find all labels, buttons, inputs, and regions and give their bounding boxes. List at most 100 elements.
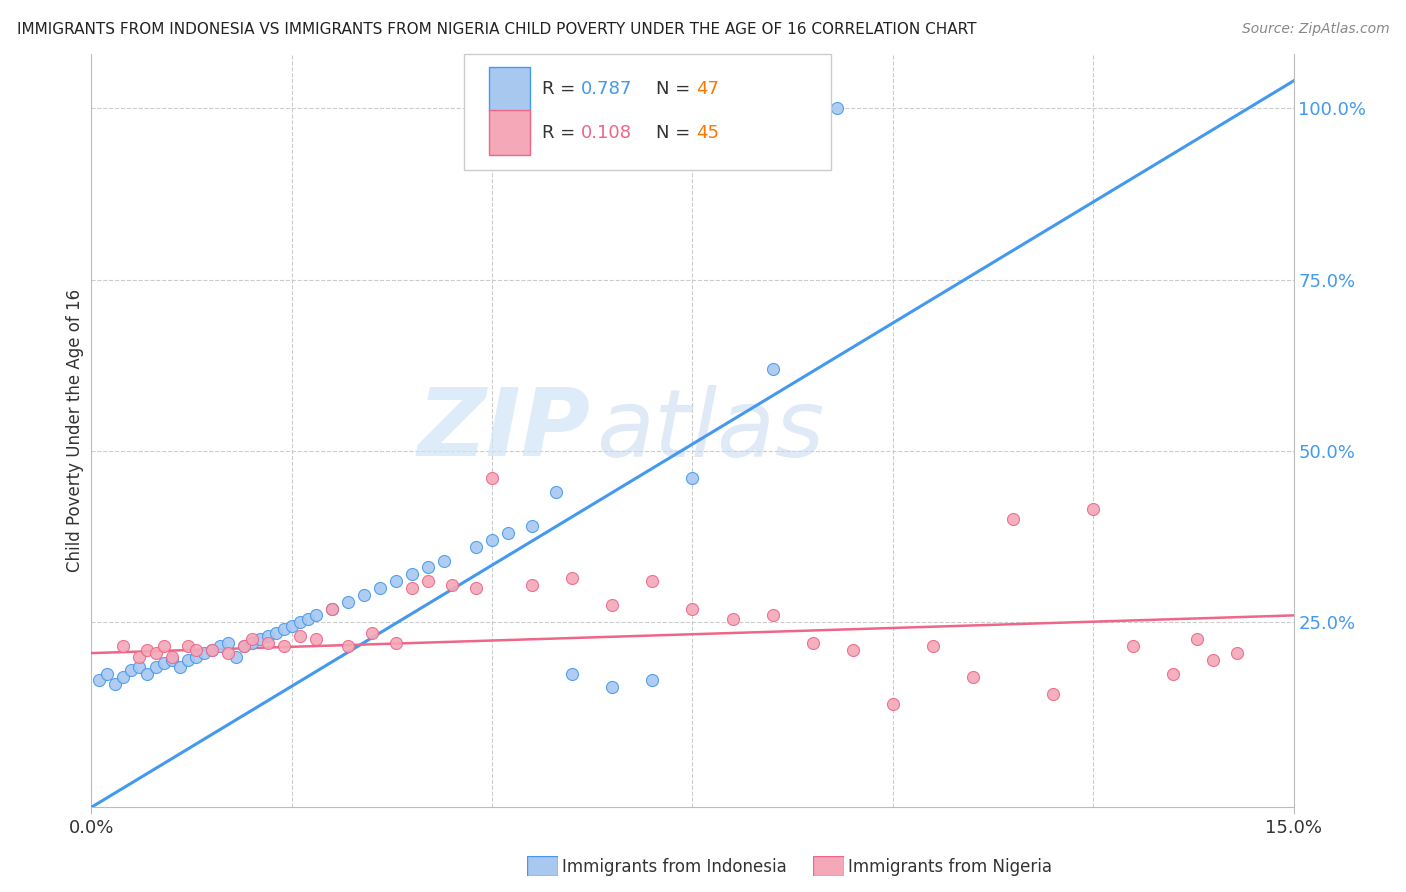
Point: [305, 608, 328, 623]
Point: [249, 632, 271, 647]
Text: IMMIGRANTS FROM INDONESIA VS IMMIGRANTS FROM NIGERIA CHILD POVERTY UNDER THE AGE: IMMIGRANTS FROM INDONESIA VS IMMIGRANTS …: [17, 22, 976, 37]
Point: [368, 581, 391, 595]
Point: [281, 618, 304, 632]
Point: [416, 560, 439, 574]
Point: [401, 567, 423, 582]
Text: Immigrants from Nigeria: Immigrants from Nigeria: [848, 858, 1052, 876]
Point: [297, 612, 319, 626]
Point: [1122, 639, 1144, 653]
Point: [353, 588, 375, 602]
Point: [128, 649, 150, 664]
Point: [841, 642, 863, 657]
Point: [641, 574, 664, 589]
Point: [681, 601, 703, 615]
Text: 47: 47: [696, 80, 718, 98]
Point: [240, 636, 263, 650]
Point: [336, 639, 359, 653]
FancyBboxPatch shape: [489, 111, 530, 155]
Point: [145, 660, 167, 674]
Point: [922, 639, 945, 653]
Point: [121, 663, 143, 677]
Point: [440, 577, 463, 591]
Point: [160, 653, 183, 667]
Point: [273, 622, 295, 636]
Point: [433, 553, 456, 567]
Point: [256, 629, 278, 643]
Point: [962, 670, 984, 684]
Text: Immigrants from Indonesia: Immigrants from Indonesia: [562, 858, 787, 876]
Point: [112, 670, 135, 684]
Point: [264, 625, 287, 640]
Point: [217, 646, 239, 660]
Text: Source: ZipAtlas.com: Source: ZipAtlas.com: [1241, 22, 1389, 37]
Text: N =: N =: [657, 124, 696, 142]
Text: R =: R =: [543, 80, 581, 98]
Point: [641, 673, 664, 688]
Point: [232, 639, 254, 653]
Point: [385, 636, 408, 650]
Point: [217, 636, 239, 650]
Point: [176, 639, 198, 653]
Text: ZIP: ZIP: [418, 384, 591, 476]
Text: 45: 45: [696, 124, 718, 142]
FancyBboxPatch shape: [464, 54, 831, 170]
Point: [169, 660, 191, 674]
Point: [160, 649, 183, 664]
Text: atlas: atlas: [596, 384, 824, 476]
Point: [1202, 653, 1225, 667]
Point: [1226, 646, 1249, 660]
Point: [1163, 666, 1185, 681]
Point: [882, 698, 904, 712]
Point: [240, 632, 263, 647]
Text: N =: N =: [657, 80, 696, 98]
Text: 0.787: 0.787: [581, 80, 633, 98]
Point: [136, 642, 159, 657]
Text: 0.108: 0.108: [581, 124, 631, 142]
Point: [602, 598, 624, 612]
Point: [321, 601, 343, 615]
Point: [184, 649, 207, 664]
Point: [481, 471, 503, 485]
Point: [176, 653, 198, 667]
Text: R =: R =: [543, 124, 581, 142]
Point: [128, 660, 150, 674]
Point: [561, 666, 583, 681]
Point: [1187, 632, 1209, 647]
Point: [385, 574, 408, 589]
Point: [1042, 687, 1064, 701]
Point: [561, 571, 583, 585]
Point: [465, 581, 488, 595]
Point: [256, 636, 278, 650]
Point: [721, 612, 744, 626]
Point: [416, 574, 439, 589]
Point: [288, 629, 311, 643]
Point: [522, 577, 544, 591]
Point: [522, 519, 544, 533]
Point: [801, 636, 824, 650]
Point: [602, 681, 624, 695]
Point: [762, 608, 785, 623]
Point: [336, 595, 359, 609]
Point: [104, 677, 127, 691]
Point: [193, 646, 215, 660]
Point: [225, 649, 247, 664]
Point: [1001, 512, 1024, 526]
Y-axis label: Child Poverty Under the Age of 16: Child Poverty Under the Age of 16: [66, 289, 84, 572]
Point: [145, 646, 167, 660]
Point: [136, 666, 159, 681]
Point: [89, 673, 111, 688]
Point: [232, 639, 254, 653]
Point: [288, 615, 311, 630]
Point: [681, 471, 703, 485]
Point: [273, 639, 295, 653]
Point: [481, 533, 503, 547]
Point: [762, 361, 785, 376]
Point: [152, 657, 174, 671]
Point: [201, 642, 224, 657]
Point: [496, 526, 519, 541]
Point: [96, 666, 118, 681]
Point: [401, 581, 423, 595]
Point: [360, 625, 382, 640]
Point: [1083, 502, 1105, 516]
Point: [321, 601, 343, 615]
